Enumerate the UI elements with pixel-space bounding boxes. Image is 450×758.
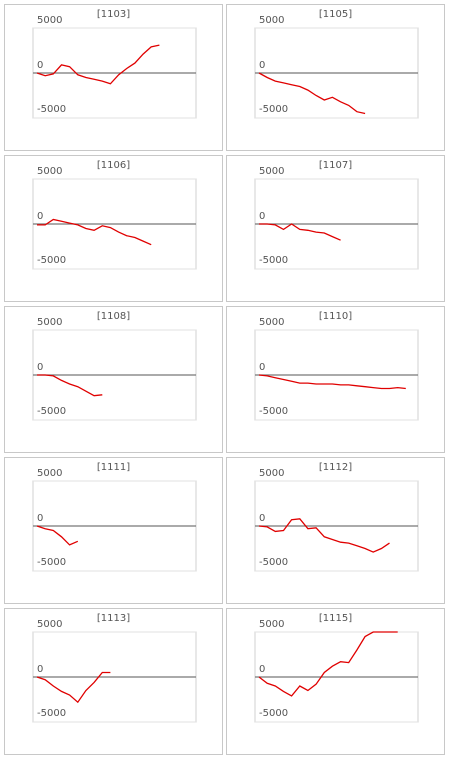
y-tick-label: -5000 — [37, 406, 66, 417]
chart-title: [1108] — [97, 311, 130, 322]
panel-border — [4, 457, 223, 604]
y-tick-label: 0 — [259, 664, 265, 675]
chart-panel: [1105] 5000 0 -5000 — [226, 4, 445, 151]
chart-panel: [1112] 5000 0 -5000 — [226, 457, 445, 604]
y-tick-label: -5000 — [259, 255, 288, 266]
chart-title: [1115] — [319, 613, 352, 624]
y-tick-label: 5000 — [37, 619, 62, 630]
panel-border — [226, 4, 445, 151]
chart-title: [1110] — [319, 311, 352, 322]
series-line — [258, 518, 390, 553]
chart-title: [1105] — [319, 9, 352, 20]
y-tick-label: 5000 — [259, 619, 284, 630]
y-tick-label: 5000 — [259, 15, 284, 26]
chart-title: [1113] — [97, 613, 130, 624]
y-tick-label: -5000 — [37, 557, 66, 568]
y-tick-label: 5000 — [259, 166, 284, 177]
chart-title: [1103] — [97, 9, 130, 20]
chart-title: [1111] — [97, 462, 130, 473]
y-tick-label: -5000 — [259, 708, 288, 719]
chart-title: [1107] — [319, 160, 352, 171]
panel-border — [4, 608, 223, 755]
y-tick-label: 0 — [259, 362, 265, 373]
series-line — [258, 631, 398, 697]
y-tick-label: 5000 — [37, 15, 62, 26]
y-tick-label: 0 — [37, 60, 43, 71]
chart-panel: [1103] 5000 0 -5000 — [4, 4, 223, 151]
panel-border — [226, 457, 445, 604]
chart-title: [1112] — [319, 462, 352, 473]
panel-border — [4, 155, 223, 302]
y-tick-label: -5000 — [37, 255, 66, 266]
y-tick-label: 5000 — [37, 317, 62, 328]
series-line — [258, 72, 366, 115]
y-tick-label: 0 — [37, 664, 43, 675]
y-tick-label: -5000 — [259, 557, 288, 568]
y-tick-label: 5000 — [259, 317, 284, 328]
chart-panel: [1113] 5000 0 -5000 — [4, 608, 223, 755]
y-tick-label: -5000 — [259, 104, 288, 115]
chart-panel: [1115] 5000 0 -5000 — [226, 608, 445, 755]
chart-panel: [1106] 5000 0 -5000 — [4, 155, 223, 302]
series-line — [36, 44, 160, 85]
y-tick-label: -5000 — [37, 708, 66, 719]
y-tick-label: 5000 — [37, 166, 62, 177]
chart-panel: [1107] 5000 0 -5000 — [226, 155, 445, 302]
series-line — [37, 374, 103, 397]
y-tick-label: -5000 — [259, 406, 288, 417]
y-tick-label: 0 — [37, 513, 43, 524]
panel-border — [226, 306, 445, 453]
chart-panel: [1110] 5000 0 -5000 — [226, 306, 445, 453]
series-line — [36, 525, 79, 546]
y-tick-label: 0 — [259, 60, 265, 71]
chart-panel: [1111] 5000 0 -5000 — [4, 457, 223, 604]
chart-title: [1106] — [97, 160, 130, 171]
panel-border — [4, 306, 223, 453]
panel-border — [4, 4, 223, 151]
y-tick-label: -5000 — [37, 104, 66, 115]
y-tick-label: 0 — [259, 513, 265, 524]
y-tick-label: 5000 — [37, 468, 62, 479]
chart-panel: [1108] 5000 0 -5000 — [4, 306, 223, 453]
series-line — [37, 218, 152, 246]
y-tick-label: 5000 — [259, 468, 284, 479]
y-tick-label: 0 — [37, 362, 43, 373]
panel-border — [226, 608, 445, 755]
panel-border — [226, 155, 445, 302]
y-tick-label: 0 — [37, 211, 43, 222]
series-line — [259, 223, 341, 241]
y-tick-label: 0 — [259, 211, 265, 222]
series-line — [36, 671, 111, 704]
series-line — [258, 374, 406, 390]
